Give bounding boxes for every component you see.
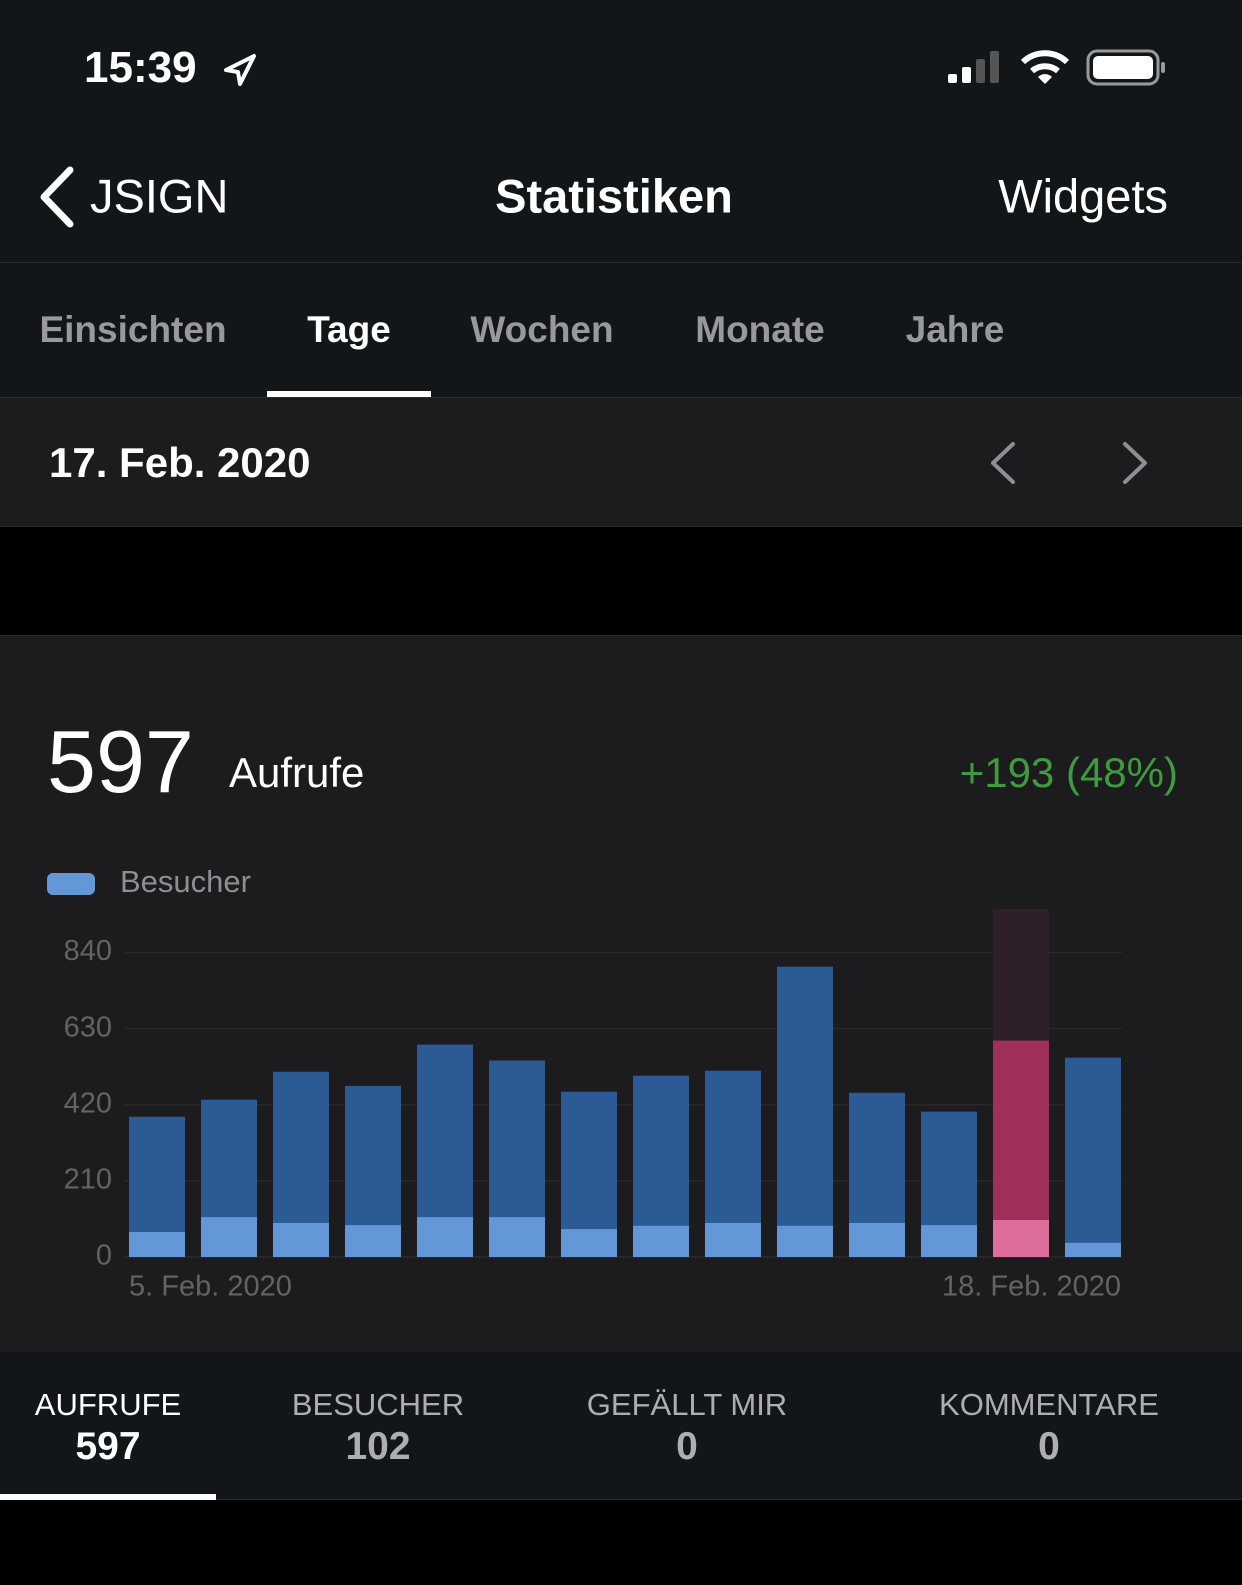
tab[interactable]: Tage bbox=[307, 309, 391, 350]
y-tick-label: 420 bbox=[64, 1087, 112, 1119]
bar bbox=[633, 1225, 689, 1257]
bar bbox=[129, 1231, 185, 1257]
x-tick-label: 5. Feb. 2020 bbox=[129, 1271, 292, 1303]
bar bbox=[921, 1225, 977, 1257]
location-icon bbox=[224, 54, 256, 86]
status-icons bbox=[224, 49, 1165, 86]
summary-value: 597 bbox=[47, 712, 194, 811]
battery-tip bbox=[1161, 62, 1165, 73]
bar bbox=[417, 1217, 473, 1257]
stat-label[interactable]: BESUCHER bbox=[291, 1387, 465, 1422]
tab[interactable]: Monate bbox=[695, 309, 825, 350]
next-button[interactable] bbox=[1123, 442, 1147, 484]
stat-value[interactable]: 0 bbox=[1038, 1425, 1060, 1468]
bar bbox=[993, 1220, 1049, 1257]
tab[interactable]: Wochen bbox=[470, 309, 614, 350]
y-tick-label: 840 bbox=[64, 935, 112, 967]
stat-underline bbox=[0, 1494, 216, 1500]
bar bbox=[273, 1222, 329, 1257]
tab[interactable]: Jahre bbox=[905, 309, 1005, 350]
legend-label: Besucher bbox=[120, 864, 251, 899]
bar bbox=[201, 1217, 257, 1257]
bar bbox=[345, 1225, 401, 1257]
wifi bbox=[1020, 50, 1070, 65]
battery bbox=[1086, 49, 1160, 86]
legend-swatch bbox=[47, 873, 95, 895]
widgets-button[interactable]: Widgets bbox=[998, 169, 1168, 223]
back-button[interactable]: JSIGN bbox=[90, 169, 229, 223]
bar bbox=[849, 1222, 905, 1257]
bar bbox=[489, 1217, 545, 1257]
stat-value[interactable]: 102 bbox=[345, 1425, 411, 1468]
y-tick-label: 0 bbox=[96, 1240, 112, 1272]
summary-change: +193 (48%) bbox=[959, 749, 1178, 796]
signal bbox=[990, 51, 999, 83]
wifi bbox=[1038, 74, 1052, 84]
stats-bar bbox=[0, 1352, 1242, 1500]
bar bbox=[777, 1225, 833, 1257]
date-bar bbox=[0, 397, 1242, 527]
signal bbox=[948, 74, 957, 83]
date-nav bbox=[991, 442, 1147, 484]
y-tick-label: 210 bbox=[64, 1164, 112, 1196]
wifi bbox=[1030, 63, 1060, 74]
prev-button[interactable] bbox=[991, 442, 1015, 484]
y-tick-label: 630 bbox=[64, 1011, 112, 1043]
stat-value[interactable]: 0 bbox=[676, 1425, 698, 1468]
bar bbox=[1065, 1057, 1121, 1257]
chart: 0 210 420 630 840 Besucher 5. Feb. 2020 18. Feb… bbox=[47, 864, 1122, 1303]
nav-title: Statistiken bbox=[495, 169, 733, 223]
signal bbox=[962, 67, 971, 83]
time: 15:39 bbox=[84, 43, 197, 92]
summary-label: Aufrufe bbox=[229, 749, 365, 796]
separator bbox=[0, 262, 1242, 263]
back-icon[interactable] bbox=[36, 166, 76, 228]
bar bbox=[1065, 1242, 1121, 1257]
bar bbox=[561, 1229, 617, 1257]
bar bbox=[777, 966, 833, 1257]
bar bbox=[705, 1222, 761, 1257]
stat-label[interactable]: KOMMENTARE bbox=[939, 1387, 1159, 1422]
x-tick-label: 18. Feb. 2020 bbox=[942, 1271, 1121, 1303]
battery-level bbox=[1093, 56, 1153, 79]
tab-underline bbox=[267, 391, 431, 397]
date: 17. Feb. 2020 bbox=[49, 439, 311, 486]
tab[interactable]: Einsichten bbox=[39, 309, 227, 350]
stat-value[interactable]: 597 bbox=[75, 1425, 141, 1468]
signal bbox=[976, 59, 985, 83]
stat-label[interactable]: AUFRUFE bbox=[34, 1387, 182, 1422]
stat-label[interactable]: GEFÄLLT MIR bbox=[586, 1387, 788, 1422]
